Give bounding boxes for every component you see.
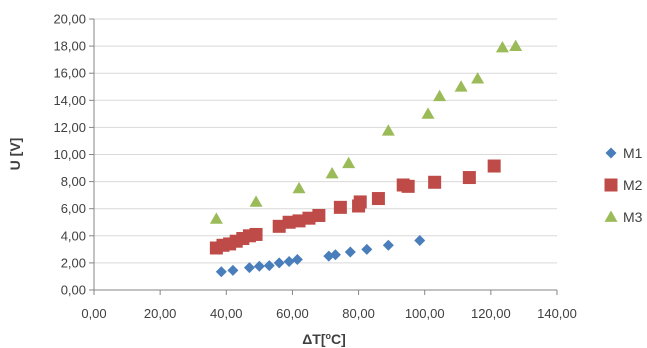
x-tick-label: 120,00: [471, 306, 511, 321]
data-point: [249, 227, 263, 241]
legend-marker: [604, 210, 618, 222]
data-point: [292, 214, 306, 228]
data-point: [433, 89, 447, 102]
x-tick-label: 20,00: [144, 306, 177, 321]
data-point: [302, 211, 316, 225]
legend-label: M2: [623, 177, 643, 193]
legend: M1 M2 M3: [604, 145, 643, 225]
legend-item: M2: [604, 177, 643, 193]
data-point: [454, 80, 468, 92]
y-tick-label: 18,00: [53, 39, 86, 54]
data-point: [283, 256, 295, 268]
x-tick-label: 40,00: [210, 306, 243, 321]
x-axis-title-main: ΔT[: [302, 331, 326, 347]
data-point: [471, 72, 485, 84]
x-tick-label: 100,00: [405, 306, 445, 321]
y-tick-labels: 0,00 2,00 4,00 6,00 8,00 10,00 12,00 14,00 16,00…: [53, 12, 86, 298]
y-tick-label: 2,00: [61, 255, 86, 270]
y-tick-label: 10,00: [53, 147, 86, 162]
data-point: [401, 179, 415, 193]
data-point: [209, 212, 223, 224]
data-point: [312, 208, 326, 222]
data-point: [353, 195, 367, 209]
legend-marker: [604, 178, 618, 192]
data-point: [292, 181, 306, 194]
data-point: [325, 166, 339, 179]
data-point: [273, 257, 285, 269]
y-tick-label: 16,00: [53, 66, 86, 81]
data-point: [227, 264, 239, 276]
series-M1: [215, 235, 426, 278]
y-tick-label: 8,00: [61, 174, 86, 189]
gridlines: [94, 18, 557, 264]
data-point: [361, 243, 373, 255]
y-tick-label: 20,00: [53, 12, 86, 27]
data-point: [371, 192, 385, 206]
data-point: [342, 156, 356, 169]
x-tick-label: 140,00: [537, 306, 577, 321]
data-point: [291, 254, 303, 266]
legend-item: M1: [605, 145, 643, 161]
data-point: [509, 39, 523, 51]
series-M3: [209, 39, 523, 224]
data-point: [495, 40, 509, 53]
series-M2: [209, 159, 501, 255]
x-tick-labels: 0,00 20,00 40,00 60,00 80,00 100,00 120,00 140,…: [81, 306, 577, 321]
y-tick-label: 0,00: [61, 283, 86, 298]
data-point: [344, 246, 356, 258]
data-point: [381, 124, 395, 136]
data-point: [263, 260, 275, 272]
axes: [89, 18, 558, 295]
data-point: [249, 195, 263, 207]
data-point: [428, 175, 442, 189]
data-point: [333, 200, 347, 214]
x-axis-title-sup: o: [326, 331, 332, 341]
y-tick-label: 12,00: [53, 120, 86, 135]
legend-label: M3: [623, 209, 643, 225]
data-points: [209, 39, 523, 278]
data-point: [421, 107, 435, 119]
x-axis-title: ΔT[oC]: [302, 331, 346, 347]
y-tick-label: 14,00: [53, 93, 86, 108]
x-tick-label: 60,00: [276, 306, 309, 321]
data-point: [329, 249, 341, 261]
data-point: [215, 266, 227, 278]
data-point: [272, 219, 286, 233]
data-point: [253, 260, 265, 272]
y-tick-label: 6,00: [61, 201, 86, 216]
data-point: [487, 159, 501, 173]
x-tick-label: 80,00: [342, 306, 375, 321]
data-point: [462, 171, 476, 185]
data-point: [414, 235, 426, 247]
y-axis-title: U [V]: [7, 138, 23, 171]
x-axis-title-unit: C]: [331, 331, 346, 347]
data-point: [282, 215, 296, 229]
x-tick-label: 0,00: [81, 306, 106, 321]
y-tick-label: 4,00: [61, 228, 86, 243]
legend-item: M3: [604, 209, 643, 225]
legend-label: M1: [623, 145, 643, 161]
data-point: [243, 262, 255, 274]
legend-marker: [605, 147, 617, 159]
data-point: [382, 239, 394, 251]
